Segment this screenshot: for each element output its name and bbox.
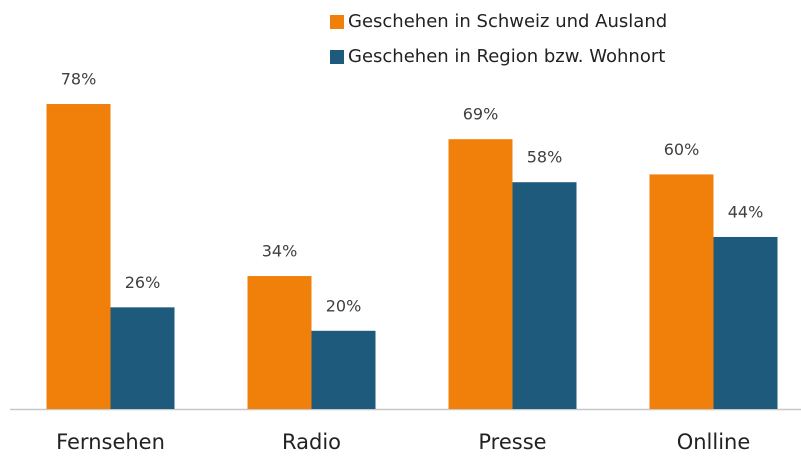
data-label: 44% (728, 202, 764, 221)
bar (110, 307, 175, 409)
bar (46, 104, 111, 410)
data-label: 78% (61, 70, 97, 89)
x-tick-label: Presse (478, 430, 546, 454)
bar (311, 330, 376, 409)
legend-label: Geschehen in Region bzw. Wohnort (348, 46, 665, 67)
x-tick-label: Onlline (677, 430, 751, 454)
bar (247, 276, 312, 409)
data-label: 69% (463, 105, 499, 124)
bar (713, 236, 778, 409)
data-label: 20% (326, 296, 362, 315)
data-label: 58% (527, 148, 563, 167)
legend-swatch (330, 15, 344, 29)
data-label: 60% (664, 140, 700, 159)
bar (448, 139, 513, 409)
data-label: 34% (262, 242, 298, 261)
bar (512, 182, 577, 409)
x-tick-label: Fernsehen (56, 430, 165, 454)
legend-swatch (330, 50, 344, 64)
x-tick-label: Radio (282, 430, 341, 454)
data-label: 26% (125, 273, 161, 292)
bar (649, 174, 714, 409)
legend-label: Geschehen in Schweiz und Ausland (348, 11, 667, 32)
